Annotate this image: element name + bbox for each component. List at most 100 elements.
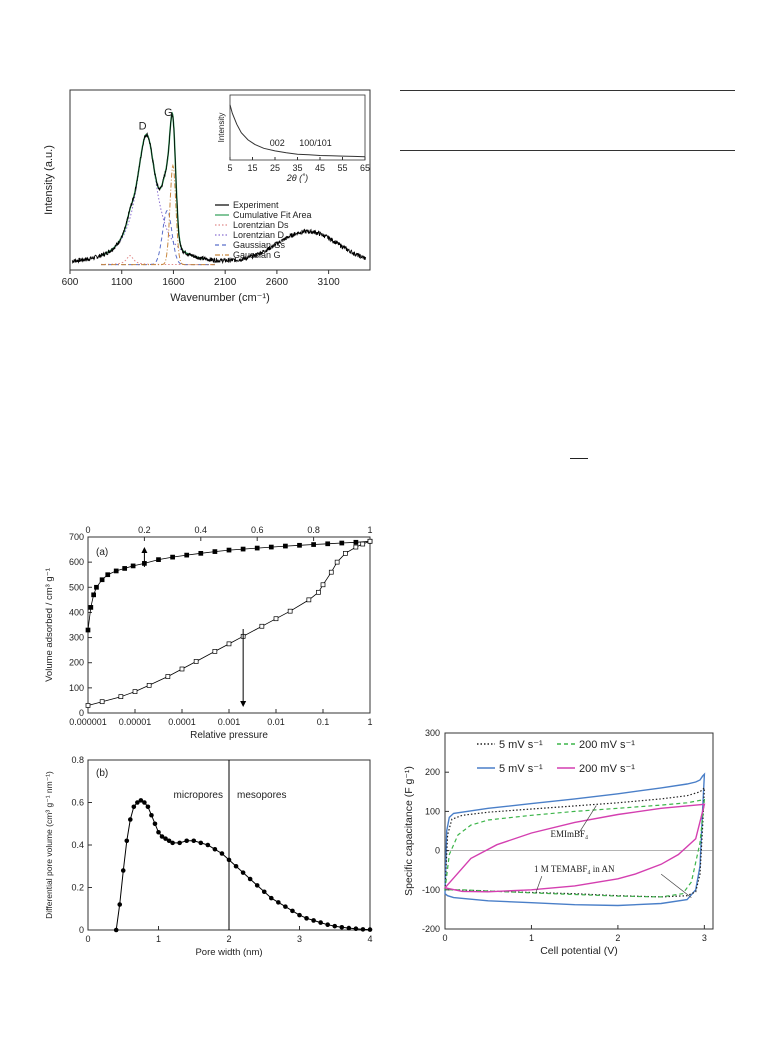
cv-y-tick-label: -200: [422, 924, 440, 934]
cv-legend-label: 200 mV s⁻¹: [579, 739, 635, 751]
isotherm-point: [193, 659, 199, 664]
raman-svg: 600 1100 1600 2100 2600 3100 Wavenumber (cm⁻¹)…: [43, 89, 371, 304]
cv-annotation-leader: [535, 875, 543, 894]
psd-point: [219, 851, 225, 856]
psd-point: [346, 925, 352, 931]
raman-legend-label: Cumulative Fit Area: [233, 210, 312, 220]
psd-panel-label: (b): [96, 768, 108, 779]
raman-chart: 600 1100 1600 2100 2600 3100 Wavenumber (cm⁻¹)…: [40, 80, 380, 315]
psd-x-axis-label: Pore width (nm): [195, 947, 262, 958]
cv-y-tick-label: -100: [422, 885, 440, 895]
raman-component-gaussian-g: [101, 163, 215, 266]
isotherm-point: [179, 666, 185, 672]
cv-y-tick-label: 300: [425, 728, 440, 738]
isotherm-y-tick-label: 200: [69, 658, 84, 668]
isotherm-point: [132, 689, 138, 694]
isotherm-x-axis-label: Relative pressure: [190, 730, 268, 741]
psd-point: [124, 838, 130, 844]
raman-x-tick-label: 2600: [266, 277, 289, 288]
raman-inset-x-tick-label: 15: [247, 163, 257, 173]
psd-y-tick-label: 0: [79, 925, 84, 935]
psd-point: [254, 883, 260, 888]
raman-experiment-line: [71, 112, 367, 265]
isotherm-y-tick-label: 500: [69, 582, 84, 592]
psd-region-label: micropores: [174, 790, 223, 801]
isotherm-point: [328, 569, 334, 575]
isotherm-point: [99, 699, 105, 705]
cv-x-tick-label: 1: [529, 933, 534, 943]
isotherm-point: [226, 547, 232, 553]
raman-legend-label: Experiment: [233, 200, 279, 210]
psd-point: [247, 876, 253, 882]
isotherm-arrowhead: [141, 547, 148, 553]
raman-inset-annotation: 100/101: [299, 138, 332, 148]
psd-x-tick-label: 1: [156, 934, 161, 944]
isotherm-point: [254, 545, 260, 551]
cv-x-axis-label: Cell potential (V): [540, 945, 618, 957]
psd-point: [152, 821, 158, 827]
isotherm-x-tick-label-bottom: 0.00001: [119, 717, 152, 727]
psd-point: [177, 840, 182, 846]
isotherm-point: [85, 627, 91, 633]
cv-y-tick-label: 100: [425, 806, 440, 816]
psd-point: [367, 927, 373, 932]
psd-point: [205, 842, 211, 848]
psd-y-tick-label: 0.2: [71, 883, 84, 893]
raman-component-gaussian-gs: [101, 210, 215, 266]
isotherm-point: [130, 563, 136, 569]
isotherm-point: [306, 597, 312, 603]
isotherm-point: [353, 539, 359, 545]
psd-point: [131, 804, 137, 810]
psd-point: [240, 870, 246, 875]
isotherm-x-tick-label-top: 0.2: [138, 525, 151, 535]
isotherm-point: [105, 572, 111, 578]
psd-point: [113, 927, 119, 933]
isotherm-point: [339, 540, 345, 546]
cv-legend-label: 200 mV s⁻¹: [579, 763, 635, 775]
cv-x-tick-label: 3: [702, 933, 707, 943]
psd-svg: 0 0.2 0.4 0.6 0.8 0 1 2 3 4 Pore width (nm) Differe…: [44, 755, 373, 958]
isotherm-x-tick-label-bottom: 1: [367, 717, 372, 727]
cv-x-tick-label: 2: [615, 933, 620, 943]
underline-mark: [570, 458, 588, 459]
raman-legend-label: Lorentzian D: [233, 230, 285, 240]
isotherm-point: [212, 649, 218, 654]
isotherm-point: [273, 616, 279, 622]
cv-frame: [444, 732, 714, 930]
isotherm-point: [118, 694, 124, 700]
cv-y-tick-label: 200: [425, 767, 440, 777]
raman-legend-label: Lorentzian Ds: [233, 220, 289, 230]
cv-x-tick-label: 0: [442, 933, 447, 943]
isotherm-y-tick-label: 400: [69, 607, 84, 617]
isotherm-point: [343, 550, 348, 556]
raman-inset-x-tick-label: 5: [227, 163, 232, 173]
isotherm-x-tick-label-top: 0.6: [251, 525, 264, 535]
psd-point: [135, 800, 140, 805]
isotherm-frame: [87, 536, 371, 714]
isotherm-x-tick-label-top: 0.4: [195, 525, 208, 535]
isotherm-point: [99, 577, 105, 583]
psd-point: [325, 922, 331, 927]
psd-point: [128, 817, 133, 822]
psd-x-tick-label: 2: [226, 934, 231, 944]
psd-point: [269, 895, 274, 901]
psd-x-tick-label: 0: [85, 934, 90, 944]
isotherm-series-line: [87, 540, 371, 706]
isotherm-x-tick-label-bottom: 0.0001: [168, 717, 196, 727]
isotherm-point: [91, 592, 96, 598]
isotherm-point: [170, 554, 175, 560]
isotherm-series-line: [87, 540, 371, 631]
raman-legend-label: Gaussian Gs: [233, 240, 286, 250]
raman-peak-label: G: [164, 107, 173, 119]
raman-component-lorentzian-ds: [101, 255, 215, 266]
raman-inset-frame: [229, 94, 366, 161]
psd-point: [117, 902, 123, 907]
raman-inset-x-tick-label: 45: [315, 163, 325, 173]
isotherm-svg: 0 100 200 300 400 500 600 700 0.000001 0.00001 0.0…: [44, 525, 373, 741]
isotherm-point: [165, 674, 171, 679]
psd-chart: 0 0.2 0.4 0.6 0.8 0 1 2 3 4 Pore width (nm) Differe…: [40, 752, 380, 962]
cv-series-green-200-mV: [444, 798, 706, 898]
psd-point: [332, 923, 338, 929]
psd-point: [198, 840, 204, 846]
isotherm-point: [297, 542, 302, 548]
